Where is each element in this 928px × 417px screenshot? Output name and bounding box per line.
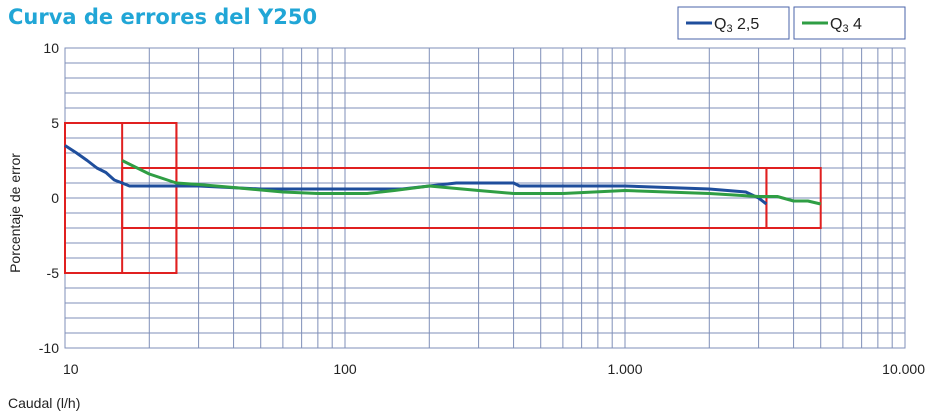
- x-tick-label: 100: [333, 361, 357, 377]
- legend-label: Q3 4: [830, 16, 862, 35]
- y-tick-label: 0: [51, 190, 59, 206]
- legend-entry-1: Q3 2,5: [677, 6, 790, 40]
- legend: Q3 2,5 Q3 4: [677, 6, 906, 40]
- x-tick-label: 10: [63, 361, 79, 377]
- chart-title: Curva de errores del Y250: [8, 5, 317, 29]
- y-tick-label: 10: [43, 40, 59, 56]
- legend-entry-2: Q3 4: [793, 6, 906, 40]
- y-axis-label: Porcentaje de error: [7, 153, 23, 273]
- y-tick-label: 5: [51, 115, 59, 131]
- series-line-2: [121, 159, 822, 206]
- y-tick-labels: 10 5 0 -5 -10: [39, 40, 59, 356]
- x-tick-labels: 10 100 1.000 10.000: [63, 361, 925, 377]
- x-tick-label: 10.000: [882, 361, 925, 377]
- series-lines: [64, 144, 822, 206]
- series-line-1: [64, 144, 768, 206]
- x-axis-label: Caudal (l/h): [8, 395, 80, 411]
- y-tick-label: -5: [47, 265, 60, 281]
- x-tick-label: 1.000: [607, 361, 642, 377]
- y-tick-label: -10: [39, 340, 59, 356]
- legend-label: Q3 2,5: [714, 16, 759, 35]
